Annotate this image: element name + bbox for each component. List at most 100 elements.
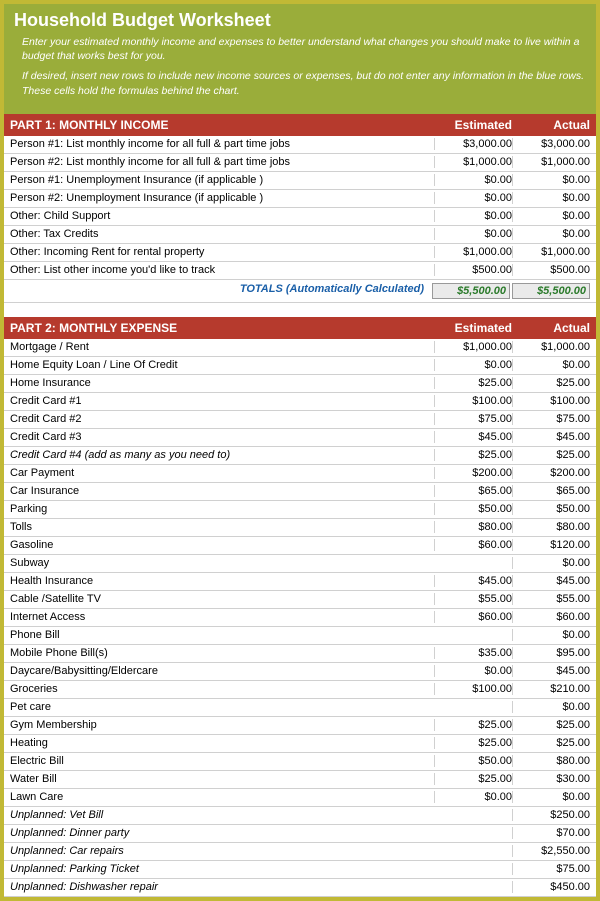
cell-actual[interactable]: $0.00 <box>512 701 590 713</box>
totals-est: $5,500.00 <box>432 283 510 299</box>
table-row: Electric Bill$50.00$80.00 <box>4 753 596 771</box>
row-label: Mortgage / Rent <box>10 341 434 353</box>
cell-estimated[interactable]: $25.00 <box>434 377 512 389</box>
row-label: Groceries <box>10 683 434 695</box>
cell-actual[interactable]: $25.00 <box>512 719 590 731</box>
cell-actual[interactable]: $3,000.00 <box>512 138 590 150</box>
cell-actual[interactable]: $250.00 <box>512 809 590 821</box>
totals-label: TOTALS (Automatically Calculated) <box>10 283 430 299</box>
cell-estimated[interactable]: $0.00 <box>434 665 512 677</box>
cell-estimated[interactable]: $500.00 <box>434 264 512 276</box>
cell-actual[interactable]: $120.00 <box>512 539 590 551</box>
cell-actual[interactable]: $0.00 <box>512 629 590 641</box>
cell-actual[interactable]: $95.00 <box>512 647 590 659</box>
cell-estimated[interactable]: $1,000.00 <box>434 156 512 168</box>
cell-actual[interactable]: $45.00 <box>512 665 590 677</box>
cell-estimated[interactable]: $0.00 <box>434 228 512 240</box>
cell-estimated[interactable]: $60.00 <box>434 539 512 551</box>
table-row: Internet Access$60.00$60.00 <box>4 609 596 627</box>
cell-actual[interactable]: $60.00 <box>512 611 590 623</box>
cell-actual[interactable]: $0.00 <box>512 174 590 186</box>
cell-actual[interactable]: $80.00 <box>512 755 590 767</box>
cell-actual[interactable]: $30.00 <box>512 773 590 785</box>
row-label: Electric Bill <box>10 755 434 767</box>
cell-actual[interactable]: $0.00 <box>512 210 590 222</box>
row-label: Person #1: Unemployment Insurance (if ap… <box>10 174 434 186</box>
cell-estimated[interactable]: $75.00 <box>434 413 512 425</box>
section-gap <box>4 303 596 317</box>
cell-actual[interactable]: $210.00 <box>512 683 590 695</box>
cell-actual[interactable]: $50.00 <box>512 503 590 515</box>
cell-estimated[interactable]: $45.00 <box>434 431 512 443</box>
cell-actual[interactable]: $75.00 <box>512 413 590 425</box>
cell-actual[interactable]: $1,000.00 <box>512 246 590 258</box>
cell-actual[interactable]: $45.00 <box>512 431 590 443</box>
row-label: Cable /Satellite TV <box>10 593 434 605</box>
cell-estimated[interactable]: $1,000.00 <box>434 341 512 353</box>
part1-totals: TOTALS (Automatically Calculated) $5,500… <box>4 280 596 303</box>
cell-estimated[interactable]: $55.00 <box>434 593 512 605</box>
row-label: Other: Incoming Rent for rental property <box>10 246 434 258</box>
cell-actual[interactable]: $0.00 <box>512 359 590 371</box>
cell-estimated[interactable]: $100.00 <box>434 683 512 695</box>
cell-actual[interactable]: $0.00 <box>512 791 590 803</box>
row-label: Unplanned: Dishwasher repair <box>10 881 434 893</box>
cell-actual[interactable]: $70.00 <box>512 827 590 839</box>
cell-actual[interactable]: $25.00 <box>512 737 590 749</box>
cell-actual[interactable]: $450.00 <box>512 881 590 893</box>
cell-estimated[interactable]: $50.00 <box>434 503 512 515</box>
cell-estimated[interactable]: $0.00 <box>434 791 512 803</box>
cell-estimated[interactable]: $60.00 <box>434 611 512 623</box>
table-row: Other: List other income you'd like to t… <box>4 262 596 280</box>
row-label: Unplanned: Parking Ticket <box>10 863 434 875</box>
cell-actual[interactable]: $65.00 <box>512 485 590 497</box>
cell-actual[interactable]: $25.00 <box>512 449 590 461</box>
table-row: Other: Incoming Rent for rental property… <box>4 244 596 262</box>
cell-estimated[interactable]: $100.00 <box>434 395 512 407</box>
table-row: Credit Card #1$100.00$100.00 <box>4 393 596 411</box>
cell-estimated[interactable]: $25.00 <box>434 737 512 749</box>
cell-estimated[interactable]: $0.00 <box>434 359 512 371</box>
cell-estimated[interactable]: $0.00 <box>434 174 512 186</box>
table-row: Other: Tax Credits$0.00$0.00 <box>4 226 596 244</box>
cell-actual[interactable]: $100.00 <box>512 395 590 407</box>
col-actual: Actual <box>512 118 590 132</box>
table-row: Unplanned: Vet Bill$250.00 <box>4 807 596 825</box>
cell-actual[interactable]: $2,550.00 <box>512 845 590 857</box>
cell-estimated[interactable]: $1,000.00 <box>434 246 512 258</box>
cell-estimated[interactable]: $25.00 <box>434 449 512 461</box>
table-row: Gym Membership$25.00$25.00 <box>4 717 596 735</box>
cell-actual[interactable]: $0.00 <box>512 228 590 240</box>
cell-estimated[interactable]: $0.00 <box>434 210 512 222</box>
cell-actual[interactable]: $0.00 <box>512 192 590 204</box>
part2-title: PART 2: MONTHLY EXPENSE <box>10 321 434 335</box>
cell-actual[interactable]: $45.00 <box>512 575 590 587</box>
cell-estimated[interactable]: $65.00 <box>434 485 512 497</box>
table-row: Other: Child Support$0.00$0.00 <box>4 208 596 226</box>
row-label: Person #1: List monthly income for all f… <box>10 138 434 150</box>
cell-actual[interactable]: $1,000.00 <box>512 341 590 353</box>
cell-actual[interactable]: $25.00 <box>512 377 590 389</box>
cell-estimated[interactable]: $45.00 <box>434 575 512 587</box>
row-label: Health Insurance <box>10 575 434 587</box>
cell-estimated[interactable]: $50.00 <box>434 755 512 767</box>
table-row: Heating$25.00$25.00 <box>4 735 596 753</box>
table-row: Unplanned: Parking Ticket $75.00 <box>4 861 596 879</box>
cell-estimated[interactable]: $200.00 <box>434 467 512 479</box>
cell-estimated[interactable]: $25.00 <box>434 719 512 731</box>
cell-actual[interactable]: $0.00 <box>512 557 590 569</box>
cell-estimated[interactable]: $3,000.00 <box>434 138 512 150</box>
row-label: Car Insurance <box>10 485 434 497</box>
cell-actual[interactable]: $500.00 <box>512 264 590 276</box>
cell-actual[interactable]: $75.00 <box>512 863 590 875</box>
cell-estimated[interactable]: $35.00 <box>434 647 512 659</box>
row-label: Other: Tax Credits <box>10 228 434 240</box>
cell-actual[interactable]: $200.00 <box>512 467 590 479</box>
cell-estimated[interactable]: $0.00 <box>434 192 512 204</box>
row-label: Gym Membership <box>10 719 434 731</box>
cell-actual[interactable]: $1,000.00 <box>512 156 590 168</box>
cell-estimated[interactable]: $25.00 <box>434 773 512 785</box>
cell-actual[interactable]: $55.00 <box>512 593 590 605</box>
cell-estimated[interactable]: $80.00 <box>434 521 512 533</box>
cell-actual[interactable]: $80.00 <box>512 521 590 533</box>
